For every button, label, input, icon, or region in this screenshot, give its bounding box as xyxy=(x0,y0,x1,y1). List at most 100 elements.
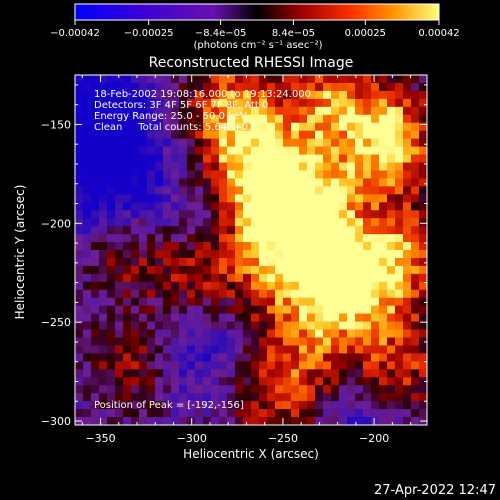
heatmap-cell xyxy=(219,226,228,235)
heatmap-cell xyxy=(331,409,340,418)
heatmap-cell xyxy=(155,122,164,131)
heatmap-cell xyxy=(355,186,364,195)
heatmap-cell xyxy=(123,361,132,370)
heatmap-cell xyxy=(411,98,420,108)
heatmap-cell xyxy=(307,130,316,139)
heatmap-cell xyxy=(203,162,212,171)
heatmap-cell xyxy=(331,218,340,227)
heatmap-cell xyxy=(395,82,404,92)
heatmap-cell xyxy=(291,377,300,386)
heatmap-cell xyxy=(235,242,244,251)
heatmap-cell xyxy=(283,273,292,283)
heatmap-cell xyxy=(371,218,380,227)
heatmap-cell xyxy=(283,401,292,410)
heatmap-cell xyxy=(115,234,124,243)
heatmap-cell xyxy=(163,257,172,267)
heatmap-cell xyxy=(123,178,132,187)
heatmap-cell xyxy=(371,226,380,235)
heatmap-cell xyxy=(315,353,324,362)
heatmap-cell xyxy=(147,393,156,402)
heatmap-cell xyxy=(371,114,380,124)
heatmap-cell xyxy=(139,417,148,425)
heatmap-cell xyxy=(347,409,356,418)
heatmap-cell xyxy=(171,417,180,425)
heatmap-cell xyxy=(275,377,284,386)
heatmap-cell xyxy=(243,265,252,275)
heatmap-cell xyxy=(115,250,124,259)
heatmap-cell xyxy=(411,353,420,362)
heatmap-cell xyxy=(267,122,276,131)
heatmap-cell xyxy=(131,178,140,187)
heatmap-cell xyxy=(139,250,148,259)
heatmap-cell xyxy=(307,186,316,195)
heatmap-cell xyxy=(355,90,364,100)
heatmap-cell xyxy=(275,130,284,139)
heatmap-cell xyxy=(99,265,108,275)
heatmap-cell xyxy=(219,393,228,402)
heatmap-cell xyxy=(139,369,148,378)
heatmap-cell xyxy=(219,210,228,219)
heatmap-cell xyxy=(299,218,308,227)
heatmap-cell xyxy=(219,90,228,100)
heatmap-cell xyxy=(403,202,412,211)
heatmap-cell xyxy=(107,321,116,330)
heatmap-cell xyxy=(195,417,204,425)
heatmap-cell xyxy=(323,393,332,402)
heatmap-cell xyxy=(219,345,228,354)
heatmap-cell xyxy=(91,377,100,386)
heatmap-cell xyxy=(115,170,124,179)
heatmap-cell xyxy=(131,369,140,378)
heatmap-cell xyxy=(251,146,260,155)
heatmap-cell xyxy=(187,329,196,338)
heatmap-cell xyxy=(91,210,100,219)
heatmap-cell xyxy=(403,281,412,291)
plot-area xyxy=(74,74,428,426)
heatmap-cell xyxy=(131,250,140,259)
heatmap-cell xyxy=(195,345,204,354)
heatmap-cell xyxy=(171,242,180,251)
heatmap-cell xyxy=(243,234,252,243)
heatmap-cell xyxy=(251,361,260,370)
heatmap-cell xyxy=(259,265,268,275)
heatmap-cell xyxy=(291,289,300,299)
heatmap-cell xyxy=(387,369,396,378)
heatmap-cell xyxy=(419,345,427,354)
heatmap-cell xyxy=(331,106,340,116)
heatmap-cell xyxy=(267,130,276,139)
heatmap-cell xyxy=(259,194,268,203)
heatmap-cell xyxy=(315,154,324,163)
heatmap-cell xyxy=(291,218,300,227)
heatmap-cell xyxy=(163,75,172,84)
heatmap-cell xyxy=(91,369,100,378)
colorbar-tick-label: −0.00025 xyxy=(124,28,174,39)
heatmap-cell xyxy=(115,273,124,283)
heatmap-cell xyxy=(147,130,156,139)
heatmap-cell xyxy=(267,305,276,314)
heatmap-cell xyxy=(203,409,212,418)
heatmap-cell xyxy=(339,321,348,330)
heatmap-cell xyxy=(251,297,260,306)
heatmap-cell xyxy=(83,242,92,251)
heatmap-cell xyxy=(75,138,84,147)
heatmap-cell xyxy=(259,361,268,370)
heatmap-cell xyxy=(131,218,140,227)
heatmap-cell xyxy=(307,202,316,211)
heatmap-cell xyxy=(419,75,427,84)
heatmap-cell xyxy=(347,82,356,92)
heatmap-cell xyxy=(363,393,372,402)
heatmap-cell xyxy=(291,250,300,259)
heatmap-cell xyxy=(219,178,228,187)
heatmap-cell xyxy=(411,146,420,155)
heatmap-cell xyxy=(259,178,268,187)
heatmap-cell xyxy=(251,130,260,139)
heatmap-cell xyxy=(83,361,92,370)
heatmap-cell xyxy=(99,250,108,259)
heatmap-cell xyxy=(411,130,420,139)
heatmap-cell xyxy=(131,265,140,275)
heatmap-cell xyxy=(163,226,172,235)
heatmap-cell xyxy=(171,106,180,116)
heatmap-cell xyxy=(179,170,188,179)
heatmap-cell xyxy=(83,305,92,314)
heatmap-cell xyxy=(347,289,356,299)
heatmap-cell xyxy=(155,313,164,322)
